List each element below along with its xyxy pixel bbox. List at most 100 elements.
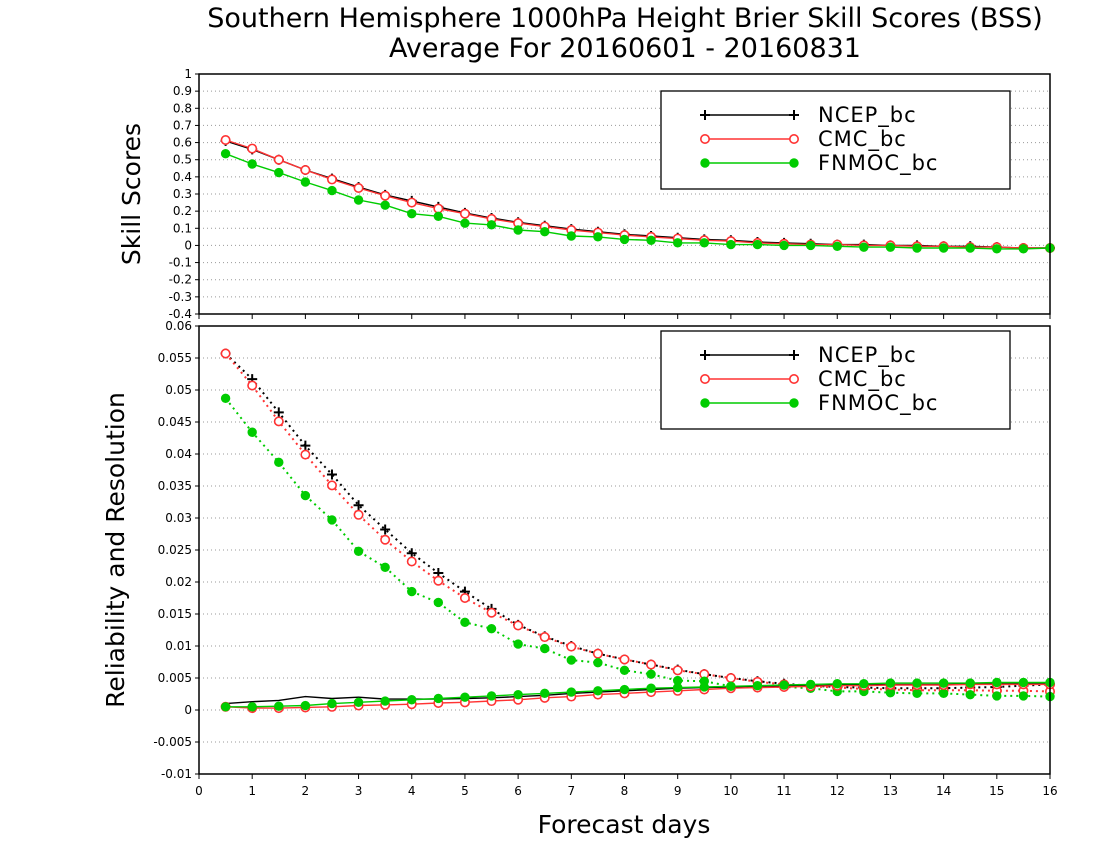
data-point-CMC_bc	[300, 165, 311, 176]
y-tick-label: 0	[184, 238, 192, 252]
data-point-FNMOC_bc	[859, 679, 869, 689]
skill-scores-series	[220, 135, 1056, 254]
legend-marker-NCEP_bc	[789, 350, 799, 360]
y-tick-label: 0	[184, 703, 192, 717]
x-tick-label: 15	[989, 784, 1004, 798]
data-point-FNMOC_bc	[646, 235, 656, 245]
data-point-FNMOC_bc	[327, 185, 337, 196]
y-tick-label: -0.01	[161, 767, 192, 781]
data-point-CMC_bc	[273, 416, 284, 427]
data-point-FNMOC_bc	[593, 657, 603, 668]
data-point-CMC_bc	[380, 534, 391, 545]
data-point-CMC_bc	[433, 203, 444, 214]
y-tick-label: 1	[184, 67, 192, 81]
data-point-FNMOC_bc	[805, 679, 816, 690]
data-point-CMC_bc	[353, 183, 364, 194]
data-point-FNMOC_bc	[327, 515, 337, 525]
legend-box	[660, 90, 1011, 190]
data-point-FNMOC_bc	[460, 218, 470, 228]
x-tick-label: 8	[621, 784, 629, 798]
data-point-FNMOC_bc	[912, 678, 922, 688]
y-tick-label: 0.04	[165, 447, 192, 461]
legend-marker-CMC_bc	[788, 373, 799, 384]
x-tick-label: 2	[302, 784, 310, 798]
data-point-FNMOC_bc	[380, 200, 390, 210]
y-tick-label: 0.4	[173, 170, 192, 184]
data-point-FNMOC_bc	[832, 241, 842, 251]
y-tick-label: 0.055	[158, 351, 192, 365]
data-point-FNMOC_bc	[274, 457, 284, 468]
y-tick-label: 0.035	[158, 479, 192, 493]
skill-scores-y-axis-label: Skill Scores	[117, 123, 146, 265]
data-point-FNMOC_bc	[300, 490, 311, 501]
data-point-FNMOC_bc	[832, 679, 842, 689]
data-point-FNMOC_bc	[646, 683, 656, 693]
legend-marker-NCEP_bc	[700, 350, 710, 360]
y-tick-label: 0.9	[173, 84, 192, 98]
y-tick-label: 0.06	[165, 319, 192, 333]
data-point-FNMOC_bc	[540, 688, 550, 699]
data-point-FNMOC_bc	[992, 244, 1002, 254]
y-tick-label: -0.2	[169, 273, 192, 287]
data-point-FNMOC_bc	[486, 691, 497, 701]
data-point-FNMOC_bc	[752, 239, 763, 250]
data-point-FNMOC_bc	[540, 227, 550, 237]
data-point-FNMOC_bc	[965, 689, 975, 700]
data-point-FNMOC_bc	[965, 678, 975, 688]
data-point-FNMOC_bc	[460, 617, 470, 628]
data-point-FNMOC_bc	[220, 149, 231, 159]
data-point-FNMOC_bc	[1018, 677, 1029, 688]
data-point-FNMOC_bc	[486, 220, 497, 230]
y-tick-label: 0.5	[173, 153, 192, 167]
data-point-FNMOC_bc	[220, 393, 231, 404]
data-point-FNMOC_bc	[380, 696, 390, 706]
data-point-FNMOC_bc	[540, 643, 550, 654]
data-point-CMC_bc	[619, 654, 630, 665]
y-tick-label: 0.05	[165, 383, 192, 397]
data-point-CMC_bc	[406, 197, 417, 208]
data-point-CMC_bc	[273, 154, 284, 165]
data-point-CMC_bc	[459, 592, 470, 603]
data-point-CMC_bc	[459, 208, 470, 219]
data-point-FNMOC_bc	[726, 681, 736, 692]
reliability-resolution-frame	[198, 325, 1051, 775]
x-tick-label: 14	[936, 784, 951, 798]
legend-marker-CMC_bc	[699, 134, 710, 145]
legend-box	[660, 330, 1011, 430]
legend-label-NCEP_bc: NCEP_bc	[818, 103, 917, 128]
data-point-FNMOC_bc	[699, 238, 709, 248]
data-point-FNMOC_bc	[566, 231, 577, 241]
data-point-FNMOC_bc	[513, 225, 523, 235]
series-line-CMC_bc-resolution	[225, 683, 1050, 709]
data-point-FNMOC_bc	[220, 702, 231, 712]
data-point-FNMOC_bc	[726, 239, 736, 250]
legend-label-CMC_bc: CMC_bc	[818, 367, 907, 392]
data-point-FNMOC_bc	[353, 195, 364, 205]
legend-label-NCEP_bc: NCEP_bc	[818, 343, 917, 368]
series-line-FNMOC_bc-reliability	[224, 397, 1051, 698]
data-point-NCEP_bc	[326, 469, 337, 480]
data-point-FNMOC_bc	[965, 243, 975, 253]
data-point-FNMOC_bc	[247, 702, 257, 712]
reliability-resolution-y-axis-label: Reliability and Resolution	[101, 392, 130, 708]
data-point-FNMOC_bc	[353, 697, 364, 708]
y-tick-label: 0.8	[173, 101, 192, 115]
data-point-FNMOC_bc	[433, 597, 444, 608]
x-tick-label: 16	[1042, 784, 1057, 798]
data-point-FNMOC_bc	[1018, 244, 1029, 254]
data-point-FNMOC_bc	[699, 682, 709, 692]
legend-marker-NCEP_bc	[700, 110, 710, 120]
data-point-FNMOC_bc	[992, 677, 1002, 688]
data-point-FNMOC_bc	[646, 669, 656, 679]
y-tick-label: 0.3	[173, 187, 192, 201]
data-point-FNMOC_bc	[380, 562, 390, 572]
data-point-FNMOC_bc	[779, 680, 789, 690]
x-tick-label: 1	[248, 784, 256, 798]
x-tick-label: 13	[883, 784, 898, 798]
x-axis-label: Forecast days	[538, 810, 711, 839]
data-point-FNMOC_bc	[885, 242, 896, 252]
legend-label-CMC_bc: CMC_bc	[818, 127, 907, 152]
data-point-FNMOC_bc	[274, 701, 284, 711]
legend-marker-FNMOC_bc	[789, 398, 799, 408]
